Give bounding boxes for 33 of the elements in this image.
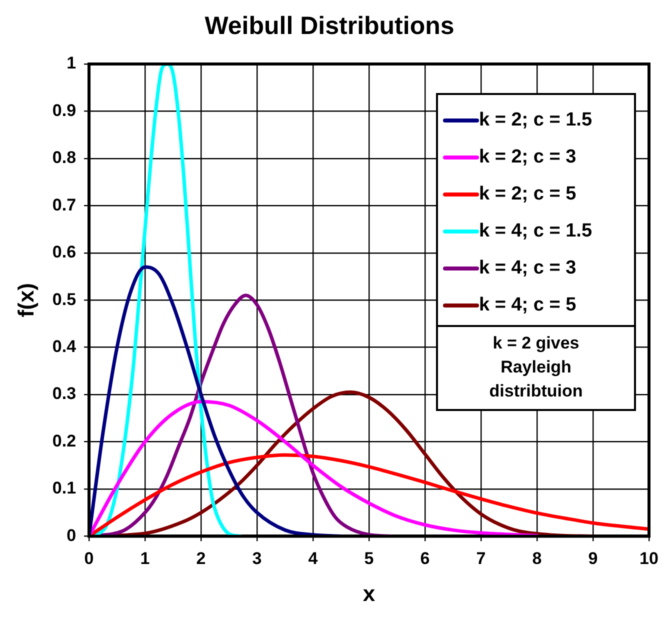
chart-title: Weibull Distributions — [204, 12, 454, 40]
y-tick-label: 0.8 — [52, 148, 76, 168]
y-tick-label: 0.3 — [52, 384, 76, 404]
y-tick-label: 0.6 — [52, 242, 76, 262]
line-series — [89, 400, 539, 536]
y-tick-label: 0.2 — [52, 431, 76, 450]
legend-label: k = 4; c = 3 — [479, 258, 576, 279]
x-tick-label: 5 — [364, 549, 374, 568]
x-tick-label: 9 — [588, 549, 598, 568]
x-tick-label: 10 — [640, 549, 658, 568]
y-tick-label: 0.4 — [52, 337, 77, 356]
x-tick-label: 3 — [252, 549, 262, 568]
y-tick-label: 0.5 — [52, 290, 76, 309]
y-tick-label: 0.9 — [52, 100, 76, 120]
x-tick-label: 8 — [532, 549, 542, 568]
x-tick-label: 6 — [420, 549, 430, 568]
annotation: k = 2 gives Rayleigh distribtuion — [489, 334, 583, 401]
y-tick-label: 0.7 — [52, 195, 76, 214]
legend-label: k = 2; c = 1.5 — [479, 110, 592, 131]
legend-label: k = 2; c = 5 — [479, 184, 577, 205]
x-tick-label: 4 — [308, 549, 318, 568]
legend-label: k = 4; c = 1.5 — [479, 220, 592, 242]
x-tick-label: 1 — [140, 549, 150, 568]
y-tick-label: 0.1 — [52, 478, 76, 498]
x-tick-label: 0 — [84, 549, 94, 568]
legend-label: k = 4; c = 5 — [479, 294, 577, 316]
x-tick-label: 2 — [196, 549, 206, 568]
y-tick-label: 1 — [66, 54, 76, 73]
legend-label: k = 2; c = 3 — [479, 146, 576, 168]
y-axis-title: f(x) — [13, 282, 38, 318]
x-axis-title: x — [362, 580, 376, 606]
x-tick-label: 7 — [476, 549, 486, 568]
y-tick-label: 0 — [66, 526, 76, 545]
